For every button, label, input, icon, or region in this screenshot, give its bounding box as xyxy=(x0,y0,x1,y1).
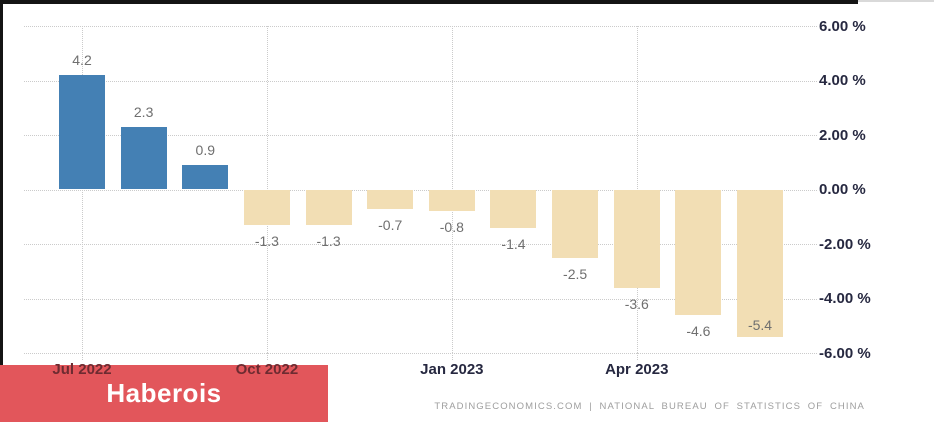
bar[interactable] xyxy=(490,189,537,228)
h-gridline xyxy=(24,353,817,354)
bar[interactable] xyxy=(59,75,105,190)
bar[interactable] xyxy=(367,189,414,209)
x-axis-tick xyxy=(636,353,638,360)
bar-value-label: -1.4 xyxy=(501,235,526,252)
x-axis-tick xyxy=(451,353,453,360)
h-gridline xyxy=(24,26,817,27)
h-gridline xyxy=(24,135,817,136)
x-axis-tick-label: Apr 2023 xyxy=(605,361,669,378)
y-axis-tick-label: 4.00 % xyxy=(819,72,866,89)
bar[interactable] xyxy=(428,189,475,212)
h-gridline xyxy=(24,189,817,191)
bar-value-label: 4.2 xyxy=(72,52,92,69)
h-gridline xyxy=(24,244,817,245)
bar[interactable] xyxy=(120,126,167,190)
top-border xyxy=(0,0,858,4)
x-axis-tick-label: Oct 2022 xyxy=(235,361,299,378)
y-axis-tick-label: 6.00 % xyxy=(819,17,866,35)
bar[interactable] xyxy=(243,189,290,225)
y-axis-tick-label: 2.00 % xyxy=(819,126,866,144)
v-gridline xyxy=(82,26,83,353)
y-axis-tick-label: 0.00 % xyxy=(819,181,866,198)
h-gridline xyxy=(24,80,817,82)
bar[interactable] xyxy=(675,189,722,315)
y-axis-tick-label: -6.00 % xyxy=(819,344,871,362)
left-border xyxy=(0,0,3,365)
bar-value-label: -1.3 xyxy=(254,232,279,249)
bar-value-label: -5.4 xyxy=(747,316,773,333)
bar[interactable] xyxy=(552,189,599,258)
y-axis-tick-label: -4.00 % xyxy=(819,290,871,307)
bar[interactable] xyxy=(182,164,229,190)
bar-value-label: 2.3 xyxy=(133,103,154,120)
bar[interactable] xyxy=(737,189,784,337)
watermark-box: Haberois xyxy=(0,365,328,422)
bar[interactable] xyxy=(305,189,352,225)
x-axis-tick-label: Jan 2023 xyxy=(420,361,484,378)
bar-value-label: -0.8 xyxy=(439,219,464,236)
bar-value-label: -2.5 xyxy=(563,265,588,282)
bar-value-label: -1.3 xyxy=(316,232,341,249)
bar-value-label: -0.7 xyxy=(378,216,403,233)
bar-value-label: -3.6 xyxy=(624,295,649,312)
h-gridline xyxy=(24,298,817,300)
x-axis-tick xyxy=(266,353,268,360)
x-axis-tick xyxy=(82,353,83,360)
y-axis-tick-label: -2.00 % xyxy=(819,235,871,253)
bar[interactable] xyxy=(613,189,660,288)
bar-value-label: 0.9 xyxy=(195,141,215,158)
attribution-text: TRADINGECONOMICS.COM | NATIONAL BUREAU O… xyxy=(434,401,865,412)
x-axis-tick-label: Jul 2022 xyxy=(52,361,112,378)
bar-value-label: -4.6 xyxy=(686,322,711,339)
watermark-label: Haberois xyxy=(106,378,222,408)
